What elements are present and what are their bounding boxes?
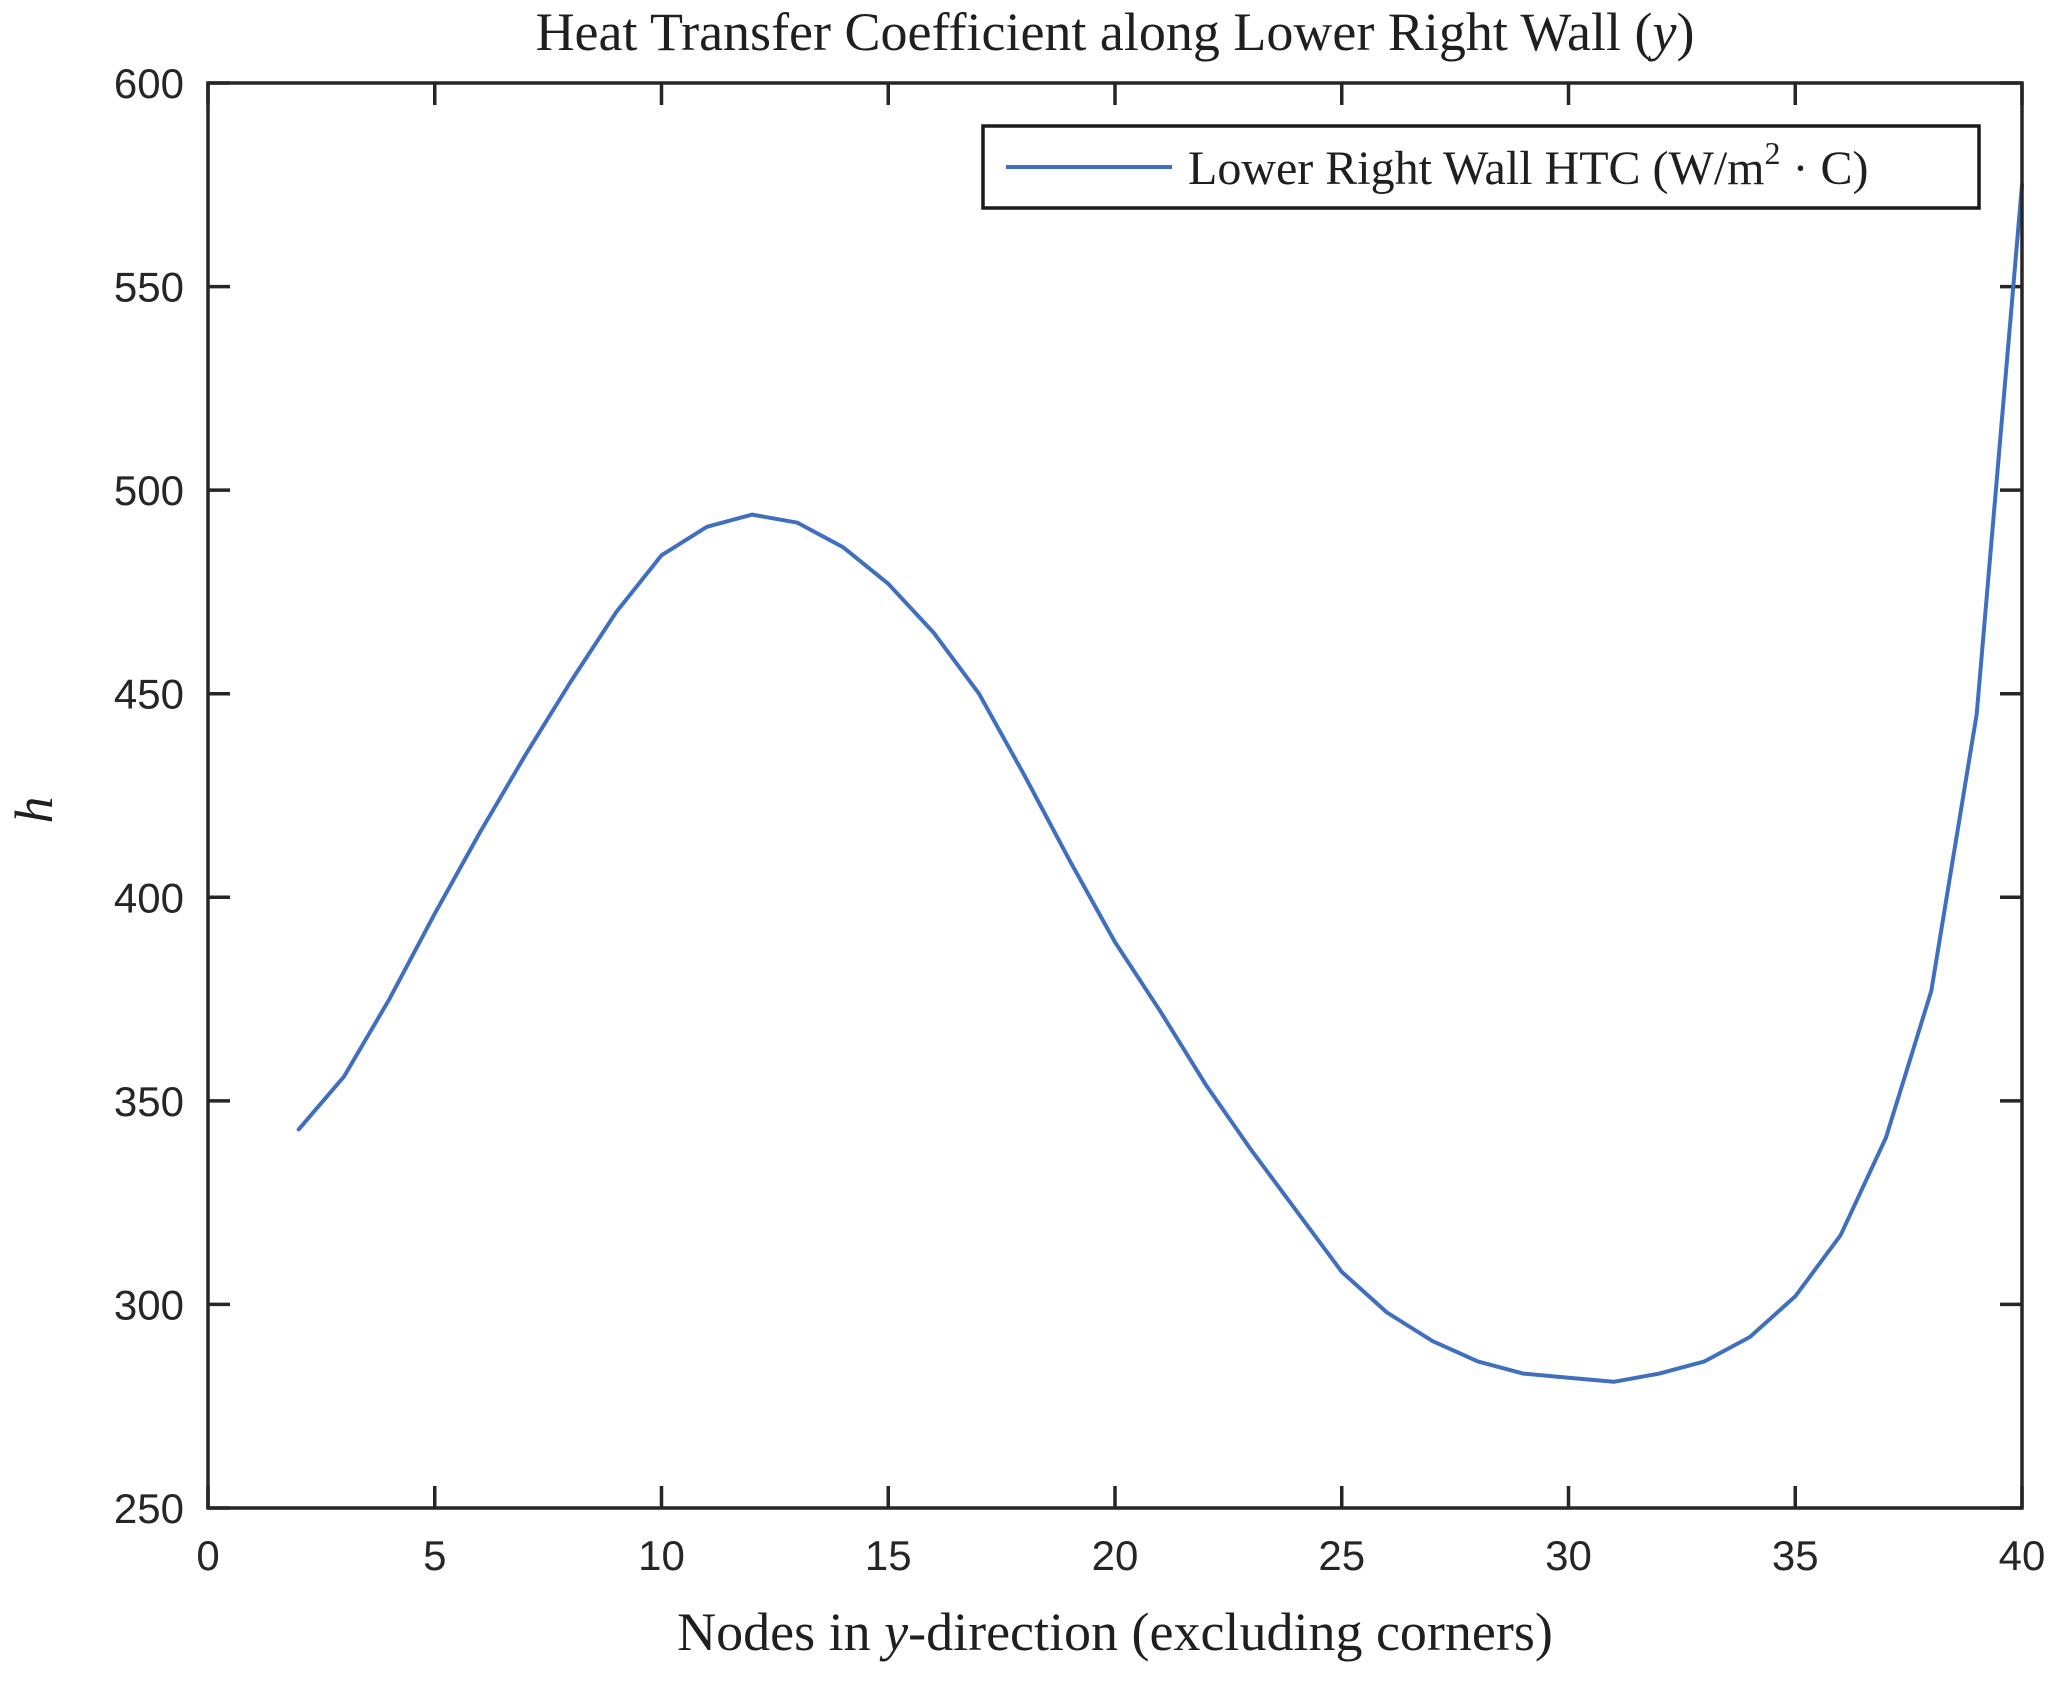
- y-tick-label: 550: [114, 264, 184, 311]
- series-group: [296, 182, 2024, 1384]
- y-tick-label: 500: [114, 467, 184, 514]
- chart-title: Heat Transfer Coefficient along Lower Ri…: [536, 2, 1695, 62]
- x-tick-label: 10: [638, 1532, 685, 1579]
- y-tick-label: 600: [114, 60, 184, 107]
- y-tick-label: 300: [114, 1281, 184, 1328]
- x-tick-label: 30: [1545, 1532, 1592, 1579]
- y-tick-label: 450: [114, 671, 184, 718]
- x-axis-label: Nodes in y-direction (excluding corners): [677, 1602, 1553, 1662]
- plot-area: [208, 83, 2022, 1508]
- legend: Lower Right Wall HTC (W/m2 · C): [981, 124, 1981, 210]
- x-tick-label: 25: [1318, 1532, 1365, 1579]
- x-tick-label: 5: [423, 1532, 446, 1579]
- x-tick-label: 35: [1772, 1532, 1819, 1579]
- x-tick-label: 0: [196, 1532, 219, 1579]
- x-tick-label: 40: [1999, 1532, 2046, 1579]
- x-tick-label: 15: [865, 1532, 912, 1579]
- legend-label: Lower Right Wall HTC (W/m2 · C): [1188, 135, 1868, 195]
- y-tick-label: 250: [114, 1485, 184, 1532]
- y-tick-label: 400: [114, 874, 184, 921]
- htc-curve: [296, 182, 2024, 1384]
- plot-border: [206, 81, 2024, 1510]
- x-tick-label: 20: [1092, 1532, 1139, 1579]
- y-tick-label: 350: [114, 1078, 184, 1125]
- y-axis-label: h: [4, 797, 64, 824]
- axis-ticks: 0 5 10 15 20 25 30 35 40 250 300 350 400 450 500 550 600: [114, 60, 2045, 1579]
